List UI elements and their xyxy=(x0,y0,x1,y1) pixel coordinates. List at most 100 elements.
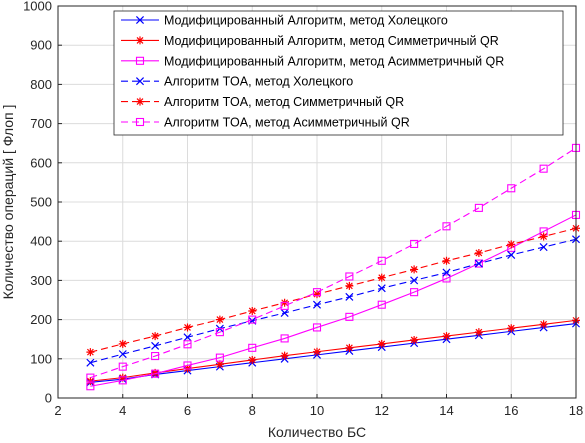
legend-label: Модифицированный Алгоритм, метод Холецко… xyxy=(164,14,448,28)
y-tick-label: 100 xyxy=(30,351,52,366)
x-tick-label: 12 xyxy=(375,403,389,418)
data-point xyxy=(215,328,224,337)
data-point xyxy=(118,373,127,382)
data-point xyxy=(183,333,192,342)
data-point xyxy=(215,360,224,369)
x-tick-label: 8 xyxy=(249,403,256,418)
data-point xyxy=(151,352,160,361)
data-point xyxy=(215,315,224,324)
data-point xyxy=(442,256,451,265)
data-point xyxy=(442,268,451,277)
data-point xyxy=(135,15,145,25)
data-point xyxy=(280,334,289,343)
data-point xyxy=(507,184,516,193)
data-point xyxy=(248,343,257,352)
x-tick-label: 4 xyxy=(119,403,126,418)
series-line xyxy=(90,227,577,353)
x-tick-label: 6 xyxy=(184,403,191,418)
data-point xyxy=(151,341,160,350)
data-point xyxy=(135,77,145,86)
data-point xyxy=(377,339,386,348)
data-point xyxy=(345,312,354,321)
data-point xyxy=(410,265,419,274)
data-point xyxy=(313,290,321,299)
legend-label: Алгоритм TOA, метод Асимметричный QR xyxy=(164,116,410,130)
data-point xyxy=(442,274,451,283)
y-axis-label: Количество операций [ Флоп ] xyxy=(0,105,16,300)
data-point xyxy=(86,373,95,382)
y-tick-label: 600 xyxy=(30,155,52,170)
data-point xyxy=(248,315,257,324)
data-point xyxy=(345,292,354,301)
data-point xyxy=(313,347,321,356)
legend-item: Модифицированный Алгоритм, метод Холецко… xyxy=(121,14,448,28)
data-point xyxy=(539,243,548,252)
data-point xyxy=(151,368,160,377)
series-line xyxy=(90,319,577,382)
data-point xyxy=(377,273,386,282)
data-point xyxy=(118,350,127,359)
data-point xyxy=(118,339,127,348)
y-tick-label: 500 xyxy=(30,195,52,210)
data-point xyxy=(539,320,548,329)
data-point xyxy=(136,36,144,45)
data-point xyxy=(377,300,386,309)
x-axis-label: Количество БС xyxy=(268,424,366,440)
legend-item: Модифицированный Алгоритм, метод Симметр… xyxy=(121,34,499,48)
data-point xyxy=(474,259,483,268)
data-point xyxy=(151,369,160,378)
data-point xyxy=(474,248,483,257)
y-tick-label: 200 xyxy=(30,312,52,327)
legend: Модифицированный Алгоритм, метод Холецко… xyxy=(113,10,564,136)
data-point xyxy=(474,203,483,212)
x-tick-label: 18 xyxy=(569,403,583,418)
y-tick-label: 900 xyxy=(30,38,52,53)
data-point xyxy=(507,324,516,333)
data-point xyxy=(507,250,516,259)
y-tick-label: 800 xyxy=(30,77,52,92)
data-point xyxy=(345,281,354,290)
data-point xyxy=(248,306,257,315)
series-line xyxy=(90,147,577,379)
y-tick-label: 700 xyxy=(30,116,52,131)
x-tick-label: 10 xyxy=(310,403,324,418)
tick-labels: 2 4 6 8 10 12 14 16 18 0 100 200 300 400 500 600 700 800 9… xyxy=(23,0,583,418)
series-group xyxy=(86,143,581,391)
data-point xyxy=(118,376,127,385)
data-point xyxy=(410,288,419,297)
data-point xyxy=(474,259,483,268)
data-point xyxy=(183,361,192,370)
data-point xyxy=(215,353,224,362)
data-point xyxy=(539,232,548,241)
x-tick-label: 2 xyxy=(54,403,61,418)
data-point xyxy=(135,56,145,65)
data-point xyxy=(86,382,95,391)
data-point xyxy=(410,276,419,285)
series-3 xyxy=(86,210,581,391)
data-point xyxy=(280,301,289,310)
data-point xyxy=(442,222,451,231)
series-line xyxy=(90,322,577,383)
y-tick-label: 300 xyxy=(30,273,52,288)
series-line xyxy=(90,214,577,387)
legend-item: Модифицированный Алгоритм, метод Асиммет… xyxy=(121,54,504,68)
data-point xyxy=(410,335,419,344)
data-point xyxy=(280,308,289,317)
data-point xyxy=(377,284,386,293)
data-point xyxy=(507,240,516,249)
data-point xyxy=(377,256,386,265)
legend-item: Алгоритм TOA, метод Асимметричный QR xyxy=(121,116,410,130)
data-point xyxy=(345,272,354,281)
data-point xyxy=(539,164,548,173)
legend-label: Алгоритм TOA, метод Симметричный QR xyxy=(164,95,404,109)
data-point xyxy=(151,332,160,341)
data-point xyxy=(442,332,451,341)
data-point xyxy=(474,328,483,337)
data-point xyxy=(183,340,192,349)
data-point xyxy=(345,343,354,352)
data-point xyxy=(410,239,419,248)
y-tick-label: 0 xyxy=(45,391,52,406)
data-point xyxy=(248,355,257,364)
legend-item: Алгоритм TOA, метод Симметричный QR xyxy=(121,95,404,109)
